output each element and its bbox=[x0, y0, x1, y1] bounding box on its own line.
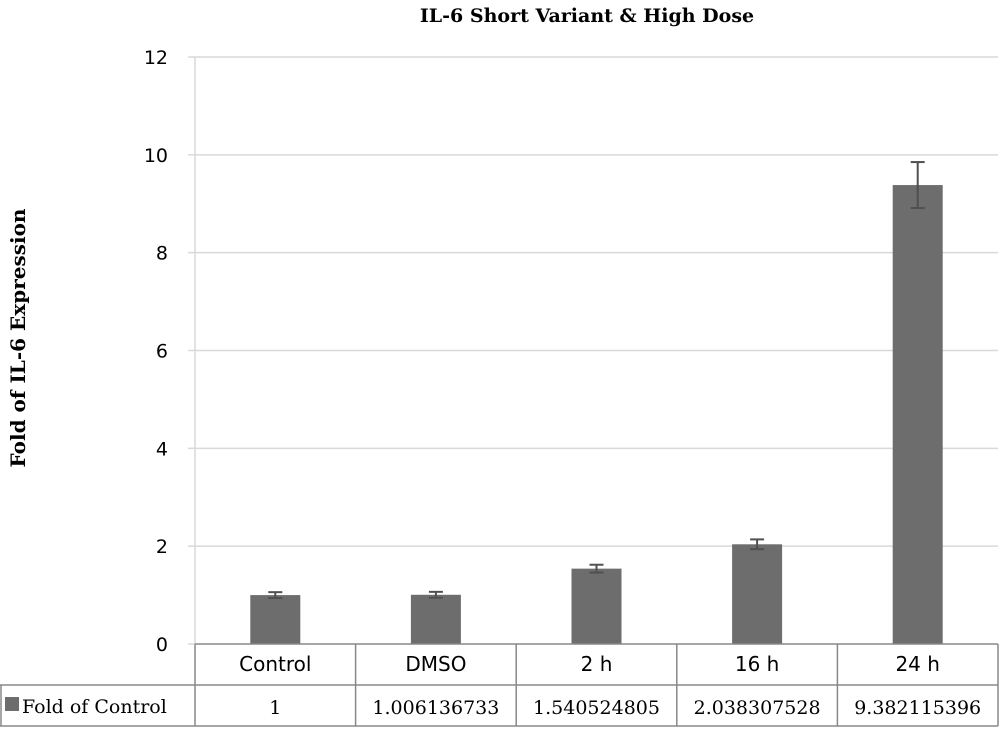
legend-swatch bbox=[5, 697, 19, 711]
data-label: 9.382115396 bbox=[854, 697, 981, 719]
data-label: 1 bbox=[269, 697, 281, 719]
y-tick-label: 4 bbox=[156, 438, 168, 460]
data-table: Control DMSO 2 h 16 h 24 h Fold of Control 1 1.… bbox=[0, 643, 999, 727]
y-tick-label: 2 bbox=[156, 536, 168, 558]
chart-title: IL-6 Short Variant & High Dose bbox=[420, 5, 754, 27]
data-label: 1.540524805 bbox=[533, 697, 660, 719]
data-label: 2.038307528 bbox=[694, 697, 821, 719]
gridlines bbox=[188, 56, 998, 645]
y-tick-label: 0 bbox=[156, 634, 168, 656]
bar bbox=[732, 544, 783, 644]
x-tick-label: 2 h bbox=[581, 652, 613, 676]
y-axis-label: Fold of IL-6 Expression bbox=[6, 208, 30, 467]
x-tick-label: 24 h bbox=[895, 652, 939, 676]
x-tick-label: 16 h bbox=[735, 652, 779, 676]
y-tick-label: 12 bbox=[144, 47, 168, 69]
bars bbox=[250, 161, 943, 645]
bar bbox=[250, 595, 301, 644]
y-tick-label: 10 bbox=[144, 145, 168, 167]
bar bbox=[571, 568, 622, 644]
y-tick-label: 6 bbox=[156, 341, 168, 363]
y-tick-labels: 0 2 4 6 8 10 12 bbox=[144, 47, 168, 656]
x-tick-label: Control bbox=[239, 652, 311, 676]
y-tick-label: 8 bbox=[156, 243, 168, 265]
bar bbox=[892, 185, 943, 645]
x-tick-label: DMSO bbox=[405, 652, 466, 676]
legend-label: Fold of Control bbox=[22, 696, 167, 718]
bar bbox=[410, 594, 461, 644]
data-label: 1.006136733 bbox=[372, 697, 499, 719]
